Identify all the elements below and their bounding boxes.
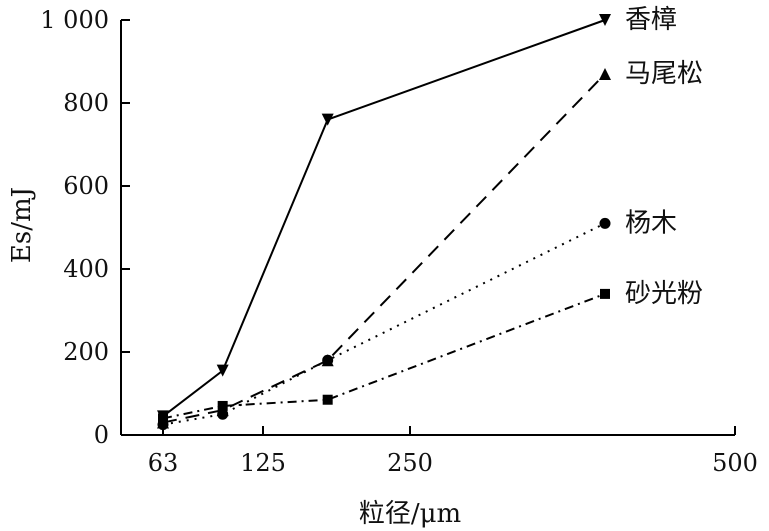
x-tick-label: 125 [240, 449, 286, 477]
series-label-1: 马尾松 [625, 59, 703, 89]
series-0-marker [599, 14, 611, 26]
series-0-marker [321, 113, 334, 126]
series-line-1 [162, 73, 606, 424]
y-tick-label: 1 000 [40, 6, 109, 34]
x-ticks: 63 125 250 500 [148, 426, 758, 477]
series-label-3: 砂光粉 [625, 279, 703, 309]
y-ticks: 0 200 400 600 800 1 000 [40, 6, 130, 449]
x-tick-label: 63 [148, 449, 179, 477]
series-2-marker [217, 408, 229, 420]
series-label-0: 香樟 [625, 5, 677, 35]
x-tick-label: 500 [712, 449, 758, 477]
x-axis-label: 粒径/μm [359, 499, 461, 529]
series-3-marker [217, 400, 228, 411]
series-2-marker [599, 217, 611, 229]
y-tick-label: 200 [63, 338, 109, 366]
series-label-2: 杨木 [625, 208, 677, 238]
y-tick-label: 0 [94, 421, 109, 449]
y-tick-label: 800 [63, 89, 109, 117]
axes [120, 20, 735, 436]
series-3-marker [600, 288, 610, 299]
x-tick-label: 250 [387, 449, 433, 477]
series-line-2 [162, 222, 606, 426]
y-tick-label: 600 [63, 172, 109, 200]
series-line-3 [162, 292, 606, 420]
series-0-marker [216, 364, 229, 377]
y-tick-label: 400 [63, 255, 109, 283]
y-axis-label: Es/mJ [7, 187, 37, 263]
series-3-marker [158, 413, 168, 424]
series-3-marker [322, 394, 333, 405]
series-lines [162, 19, 606, 426]
series-markers [157, 14, 611, 431]
series-line-0 [162, 19, 606, 418]
series-1-marker [599, 67, 611, 80]
series-2-marker [322, 354, 334, 366]
